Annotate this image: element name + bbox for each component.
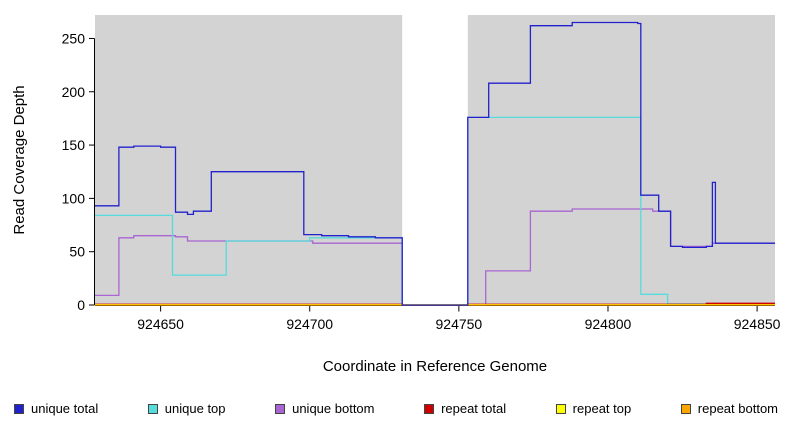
legend-label: repeat total xyxy=(441,401,507,416)
legend-item-unique-top: unique top xyxy=(147,401,226,416)
panel-left xyxy=(95,15,403,305)
legend-item-repeat-bottom: repeat bottom xyxy=(680,401,778,416)
legend-item-unique-total: unique total xyxy=(14,401,98,416)
legend-swatch-repeat-total xyxy=(424,403,435,414)
legend: unique total unique top unique bottom repea… xyxy=(0,385,792,432)
y-tick-label: 100 xyxy=(62,190,86,206)
x-tick-label: 924700 xyxy=(286,316,333,332)
y-tick-label: 50 xyxy=(69,244,85,260)
panel-right xyxy=(467,15,775,305)
y-axis-title: Read Coverage Depth xyxy=(11,85,28,234)
legend-swatch-unique-top xyxy=(147,403,158,414)
chart-svg: 0 50 100 150 200 250 924650 924700 924750 924800 9… xyxy=(11,15,781,375)
legend-item-unique-bottom: unique bottom xyxy=(275,401,375,416)
legend-swatch-unique-bottom xyxy=(275,403,286,414)
legend-label: unique top xyxy=(164,401,226,416)
x-tick-label: 924850 xyxy=(734,316,781,332)
chart-canvas: 0 50 100 150 200 250 924650 924700 924750 924800 9… xyxy=(62,15,781,332)
series-line-unique-total xyxy=(95,21,775,306)
legend-swatch-repeat-top xyxy=(555,403,566,414)
x-tick-label: 924750 xyxy=(436,316,483,332)
y-tick-label: 150 xyxy=(62,137,86,153)
y-tick-label: 200 xyxy=(62,84,86,100)
y-tick-label: 250 xyxy=(62,30,86,46)
y-tick-label: 0 xyxy=(77,297,85,313)
legend-label: repeat top xyxy=(572,401,632,416)
legend-swatch-unique-total xyxy=(14,403,24,414)
x-tick-label: 924800 xyxy=(585,316,632,332)
legend-label: unique total xyxy=(31,401,99,416)
x-axis-title: Coordinate in Reference Genome xyxy=(323,358,547,375)
legend-label: repeat bottom xyxy=(697,401,778,416)
legend-swatch-repeat-bottom xyxy=(680,403,691,414)
x-tick-label: 924650 xyxy=(137,316,184,332)
legend-item-repeat-top: repeat top xyxy=(555,401,632,416)
legend-label: unique bottom xyxy=(292,401,375,416)
legend-item-repeat-total: repeat total xyxy=(424,401,506,416)
